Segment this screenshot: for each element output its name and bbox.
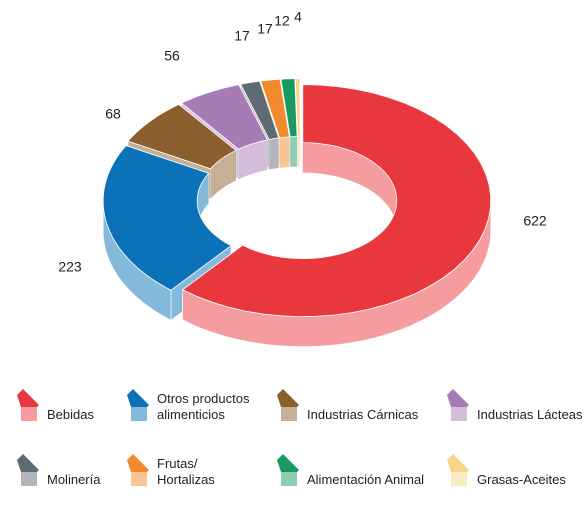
legend-item: Industrias Cárnicas [275, 385, 418, 425]
swatch-side [21, 472, 37, 486]
slice [180, 84, 268, 150]
legend-swatch [17, 454, 39, 486]
legend-item: Frutas/ Hortalizas [125, 450, 215, 490]
legend-item: Molinería [15, 450, 100, 490]
legend-item: Bebidas [15, 385, 94, 425]
swatch-side [131, 472, 147, 486]
legend-label: Industrias Cárnicas [307, 407, 419, 422]
legend-item: Industrias Lácteas [445, 385, 583, 425]
slice [260, 78, 290, 139]
swatch-top [17, 389, 39, 407]
legend-label: Industrias Lácteas [477, 407, 583, 422]
slice-inner-wall [297, 136, 300, 167]
swatch-top [447, 454, 469, 472]
legend-item: Otros productos alimenticios [125, 385, 250, 425]
slice [181, 84, 492, 318]
swatch-top [127, 454, 149, 472]
swatch-side [451, 407, 467, 421]
swatch-side [281, 407, 297, 421]
legend-label: Molinería [47, 472, 101, 487]
slice-inner-wall [279, 136, 290, 168]
slice-inner-wall [290, 136, 298, 167]
value-label: 622 [523, 213, 547, 229]
legend-label: Alimentación Animal [307, 472, 425, 487]
value-label: 56 [164, 48, 180, 64]
swatch-side [21, 407, 37, 421]
legend-item: Alimentación Animal [275, 450, 424, 490]
legend-swatch [17, 389, 39, 421]
legend-label: Grasas-Aceites [477, 472, 566, 487]
value-label: 12 [274, 13, 290, 29]
slice-inner-wall [238, 139, 268, 180]
legend-swatch [277, 454, 299, 486]
swatch-top [127, 389, 149, 407]
value-label: 17 [234, 28, 250, 44]
swatch-top [447, 389, 469, 407]
value-label: 68 [105, 106, 121, 122]
legend-swatch [127, 454, 149, 486]
slice-inner-wall [269, 138, 279, 170]
slice [240, 80, 280, 140]
slice [294, 78, 301, 138]
slice-inner-wall [210, 150, 236, 199]
swatch-top [277, 389, 299, 407]
slice-inner-wall [302, 142, 397, 231]
slice [127, 103, 237, 170]
legend-label: Bebidas [47, 407, 94, 422]
legend-label: Frutas/ Hortalizas [157, 456, 215, 487]
slice-tops [102, 78, 492, 318]
swatch-side [281, 472, 297, 486]
value-label: 4 [294, 9, 302, 25]
swatch-side [131, 407, 147, 421]
legend-item: Grasas-Aceites [445, 450, 566, 490]
legend-swatch [277, 389, 299, 421]
legend-swatch [127, 389, 149, 421]
value-label: 17 [257, 21, 273, 37]
swatch-top [17, 454, 39, 472]
legend-swatch [447, 454, 469, 486]
legend-label: Otros productos alimenticios [157, 391, 250, 422]
swatch-top [277, 454, 299, 472]
swatch-side [451, 472, 467, 486]
slice [280, 78, 298, 138]
slice [102, 145, 232, 291]
legend-swatch [447, 389, 469, 421]
value-label: 223 [58, 259, 82, 275]
